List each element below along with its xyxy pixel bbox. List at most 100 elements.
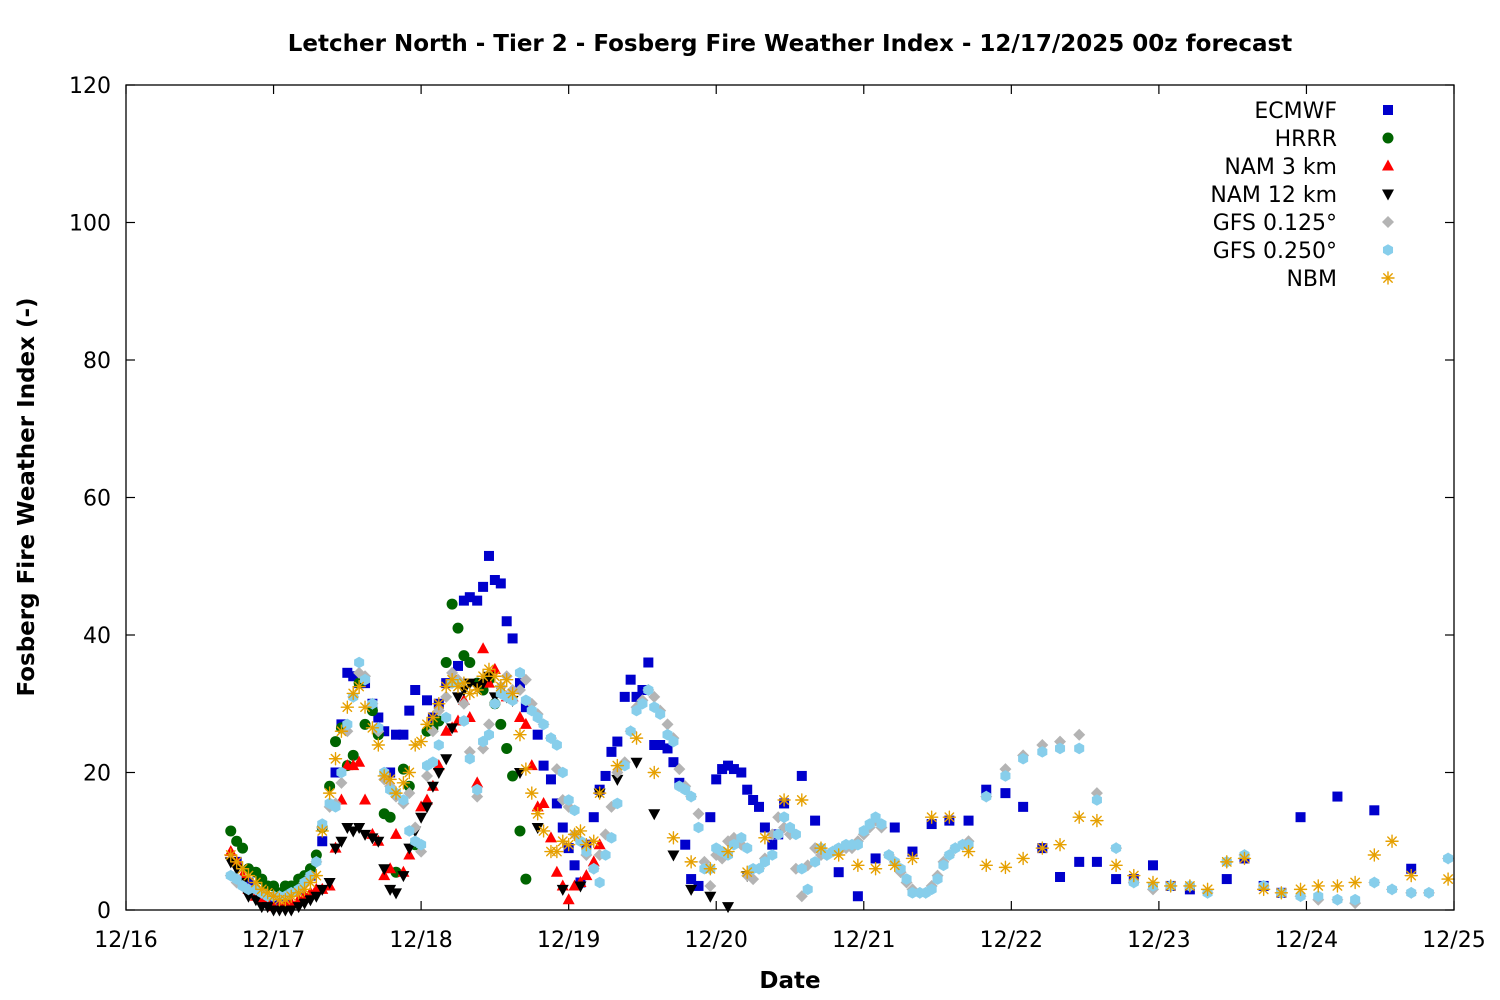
data-point — [942, 810, 957, 824]
legend-label: ECMWF — [1254, 99, 1337, 124]
data-point — [432, 697, 446, 711]
data-point — [526, 704, 537, 717]
data-point — [1200, 882, 1215, 897]
data-point — [981, 790, 992, 803]
data-point — [532, 711, 543, 724]
data-point — [1295, 890, 1306, 903]
data-point — [298, 898, 311, 910]
data-point — [759, 856, 770, 868]
data-point — [464, 657, 476, 668]
data-point — [477, 642, 490, 654]
data-point — [1404, 868, 1418, 883]
data-point — [315, 824, 329, 838]
data-point — [514, 678, 525, 689]
data-point — [1385, 834, 1399, 848]
data-point — [260, 886, 275, 900]
data-point — [649, 701, 660, 713]
data-point — [1348, 875, 1362, 890]
data-point — [538, 718, 549, 731]
data-point — [686, 874, 697, 885]
data-point — [514, 825, 526, 837]
legend-marker — [1382, 216, 1394, 228]
data-point — [514, 667, 525, 679]
data-point — [372, 836, 385, 848]
data-point — [1147, 860, 1158, 871]
data-point — [390, 888, 403, 900]
legend-marker — [1382, 244, 1394, 256]
data-point — [667, 850, 680, 862]
data-point — [384, 862, 397, 874]
data-point — [1406, 863, 1417, 874]
data-point — [748, 795, 759, 805]
data-point — [397, 871, 410, 883]
data-point — [391, 729, 402, 740]
data-point — [1441, 872, 1455, 886]
data-point — [545, 774, 556, 785]
data-point — [520, 694, 531, 707]
data-point — [1367, 848, 1382, 862]
data-point — [802, 883, 813, 896]
data-point — [304, 895, 317, 907]
data-point — [384, 811, 396, 823]
y-tick-label: 80 — [83, 349, 111, 374]
data-point — [342, 667, 353, 678]
data-point — [569, 804, 580, 817]
data-point — [470, 683, 484, 697]
data-point — [551, 798, 562, 809]
data-point — [717, 764, 728, 775]
x-tick-label: 12/16 — [94, 928, 157, 953]
data-point — [932, 873, 943, 885]
data-point — [876, 818, 887, 830]
data-point — [421, 793, 434, 805]
data-point — [231, 873, 242, 885]
data-point — [833, 867, 844, 878]
data-point — [1128, 876, 1139, 889]
data-point — [1221, 874, 1232, 885]
data-point — [1055, 742, 1066, 755]
chart-title: Letcher North - Tier 2 - Fosberg Fire We… — [288, 31, 1293, 57]
data-point — [1332, 893, 1343, 906]
data-point — [612, 736, 623, 747]
data-point — [574, 881, 587, 893]
data-point — [353, 823, 366, 834]
data-point — [415, 812, 428, 824]
data-point — [592, 786, 607, 800]
data-point — [1111, 842, 1122, 854]
legend-marker — [1381, 271, 1395, 285]
data-point — [340, 700, 355, 714]
data-point — [594, 876, 605, 889]
data-point — [440, 724, 453, 736]
data-point — [458, 595, 469, 606]
data-point — [573, 824, 588, 838]
data-point — [625, 674, 636, 685]
data-point — [1293, 882, 1308, 897]
y-tick-label: 100 — [69, 212, 111, 237]
data-point — [767, 849, 778, 861]
data-point — [561, 837, 576, 852]
data-point — [851, 858, 865, 873]
data-point — [924, 810, 939, 824]
data-point — [225, 825, 237, 837]
data-point — [723, 760, 734, 771]
data-point — [525, 786, 539, 800]
data-point — [1332, 791, 1343, 802]
data-point — [753, 862, 765, 875]
data-points — [224, 550, 1455, 917]
data-point — [513, 711, 526, 722]
data-point — [1423, 887, 1434, 899]
data-point — [655, 740, 666, 750]
data-point — [335, 776, 348, 789]
data-point — [606, 832, 617, 844]
series-5 — [225, 656, 1454, 906]
data-point — [328, 752, 343, 766]
data-point — [1220, 855, 1234, 869]
legend-label: GFS 0.250° — [1213, 239, 1337, 264]
data-point — [610, 758, 625, 773]
data-point — [230, 864, 243, 876]
data-point — [389, 786, 403, 800]
data-point — [347, 749, 359, 761]
data-point — [562, 893, 575, 905]
data-point — [482, 671, 495, 683]
data-point — [483, 728, 495, 741]
data-point — [464, 592, 475, 603]
